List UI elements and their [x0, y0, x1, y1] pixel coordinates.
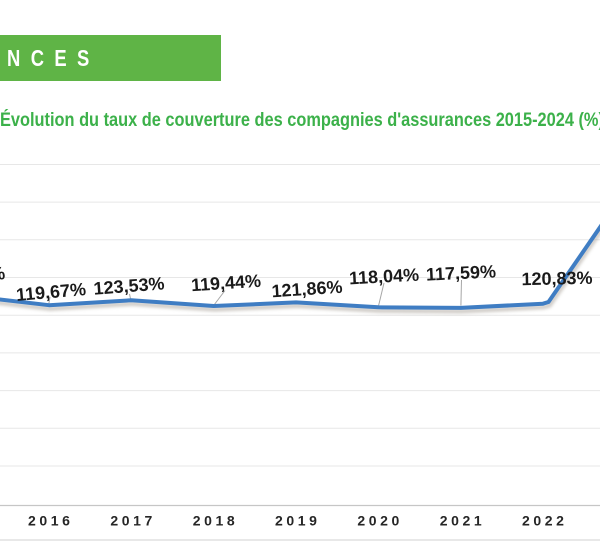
- svg-text:2018: 2018: [193, 513, 239, 529]
- svg-text:120,83%: 120,83%: [521, 268, 592, 289]
- svg-text:2017: 2017: [110, 513, 156, 529]
- svg-text:119,44%: 119,44%: [190, 271, 261, 296]
- svg-text:117,59%: 117,59%: [426, 261, 497, 284]
- svg-text:119,67%: 119,67%: [15, 279, 87, 305]
- svg-text:127,56%: 127,56%: [0, 263, 6, 290]
- svg-text:2022: 2022: [522, 513, 568, 529]
- svg-text:118,04%: 118,04%: [348, 265, 419, 289]
- svg-text:2019: 2019: [275, 513, 321, 529]
- svg-text:123,53%: 123,53%: [93, 273, 165, 298]
- svg-text:2016: 2016: [28, 513, 74, 529]
- svg-text:2021: 2021: [440, 513, 486, 529]
- svg-text:121,86%: 121,86%: [271, 277, 343, 302]
- svg-text:2020: 2020: [357, 513, 403, 529]
